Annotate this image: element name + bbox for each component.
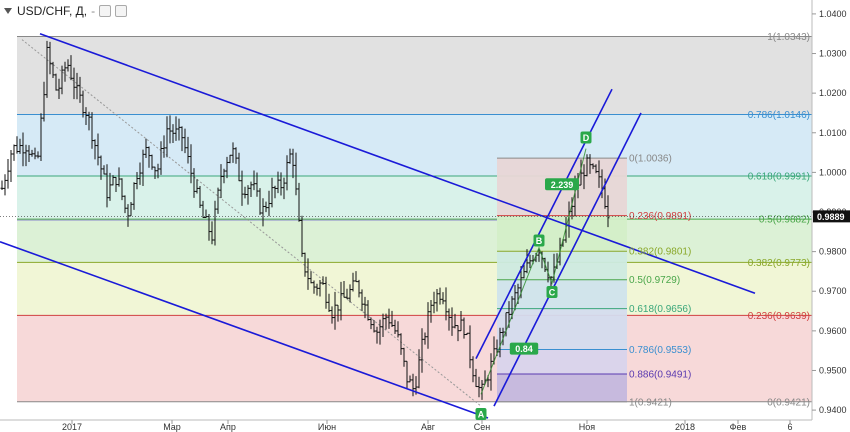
fib-level-label: 0.886(0.9491) (629, 370, 691, 381)
time-axis[interactable]: 2017 Мар Апр Июн Авг Сен Ноя 2018 Фев 6 (62, 420, 793, 432)
x-tick-label: 2017 (62, 422, 82, 432)
fib-zone (17, 262, 812, 316)
point-label: B (536, 236, 543, 246)
fib-zone (497, 374, 627, 402)
settings-icon[interactable] (99, 5, 112, 17)
current-price-label: 0.9889 (817, 212, 845, 222)
ratio-label: 2.239 (551, 180, 574, 190)
x-tick-label: 6 (787, 422, 792, 432)
fib-zone (17, 315, 812, 402)
x-tick-label: Авг (421, 422, 436, 432)
fib-zone (17, 219, 812, 263)
fib-level-label: 0(0.9421) (767, 397, 810, 408)
y-tick-label: 1.0300 (819, 49, 847, 59)
x-tick-label: 2018 (675, 422, 695, 432)
point-marker (546, 286, 558, 299)
channel-line (493, 112, 642, 407)
pattern-line (480, 148, 587, 395)
price-axis[interactable]: 1.04001.03001.02001.01001.00000.99000.98… (0, 9, 850, 415)
y-tick-label: 1.0100 (819, 128, 847, 138)
y-tick-label: 1.0000 (819, 167, 847, 177)
fib-zone (17, 36, 812, 115)
fib-zone (497, 251, 627, 280)
fib-level-label: 0.618(0.9656) (629, 304, 691, 315)
x-tick-label: Фев (730, 422, 747, 432)
close-icon[interactable] (115, 5, 128, 17)
dotted-trend-line (21, 39, 482, 407)
fib-level-label: 1(0.9421) (629, 397, 672, 408)
fib-zone (17, 114, 812, 176)
x-tick-label: Сен (474, 422, 491, 432)
channel-line (39, 32, 756, 294)
pattern-markers: A B C D 0.84 2.239 (475, 131, 592, 421)
fib-level-label: 0.236(0.9639) (748, 311, 810, 322)
x-tick-label: Мар (163, 422, 181, 432)
ratio-label: 0.84 (515, 344, 533, 354)
y-tick-label: 0.9700 (819, 286, 847, 296)
y-tick-label: 0.9600 (819, 326, 847, 336)
ratio-marker (545, 178, 579, 191)
x-tick-label: Июн (318, 422, 336, 432)
y-tick-label: 0.9800 (819, 247, 847, 257)
fib-level-label: 0(1.0036) (629, 154, 672, 165)
point-marker (580, 131, 592, 144)
y-tick-label: 0.9400 (819, 405, 847, 415)
symbol-title: USD/CHF, Д, (17, 4, 88, 18)
chart-header: USD/CHF, Д, - (0, 0, 128, 22)
point-label: C (549, 288, 556, 298)
fib-level-label: 0.5(0.9729) (629, 275, 680, 286)
point-label: D (583, 133, 590, 143)
dotted-line (21, 39, 482, 407)
fibonacci-retracement-small[interactable] (17, 157, 627, 403)
fib-zone (497, 308, 627, 350)
collapse-triangle-icon[interactable] (2, 5, 14, 17)
y-tick-label: 1.0400 (819, 9, 847, 19)
grid (0, 0, 813, 421)
fib-zone (497, 279, 627, 309)
fib-level-label: 0.382(0.9801) (629, 247, 691, 258)
y-tick-label: 0.9500 (819, 365, 847, 375)
header-dash: - (91, 4, 96, 18)
fib-level-label: 0.618(0.9991) (748, 171, 810, 182)
point-marker (475, 408, 487, 421)
fib-level-label: 0.382(0.9773) (748, 258, 810, 269)
fib-level-label: 0.786(1.0146) (748, 110, 810, 121)
current-price-tag (813, 210, 850, 223)
point-marker (533, 234, 545, 247)
point-label: A (478, 410, 485, 420)
fib-level-label: 0.5(0.9882) (759, 215, 810, 226)
channel-lines[interactable] (0, 32, 756, 419)
ratio-marker (509, 342, 539, 355)
channel-line (0, 240, 489, 419)
fib-level-label: 1(1.0343) (767, 32, 810, 43)
x-tick-label: Апр (220, 422, 236, 432)
fib-level-label: 0.786(0.9553) (629, 345, 691, 356)
fib-zone (17, 175, 812, 220)
fibonacci-retracement-large[interactable] (17, 35, 812, 403)
y-tick-label: 1.0200 (819, 88, 847, 98)
ohlc-bars (0, 40, 610, 400)
x-tick-label: Ноя (579, 422, 596, 432)
